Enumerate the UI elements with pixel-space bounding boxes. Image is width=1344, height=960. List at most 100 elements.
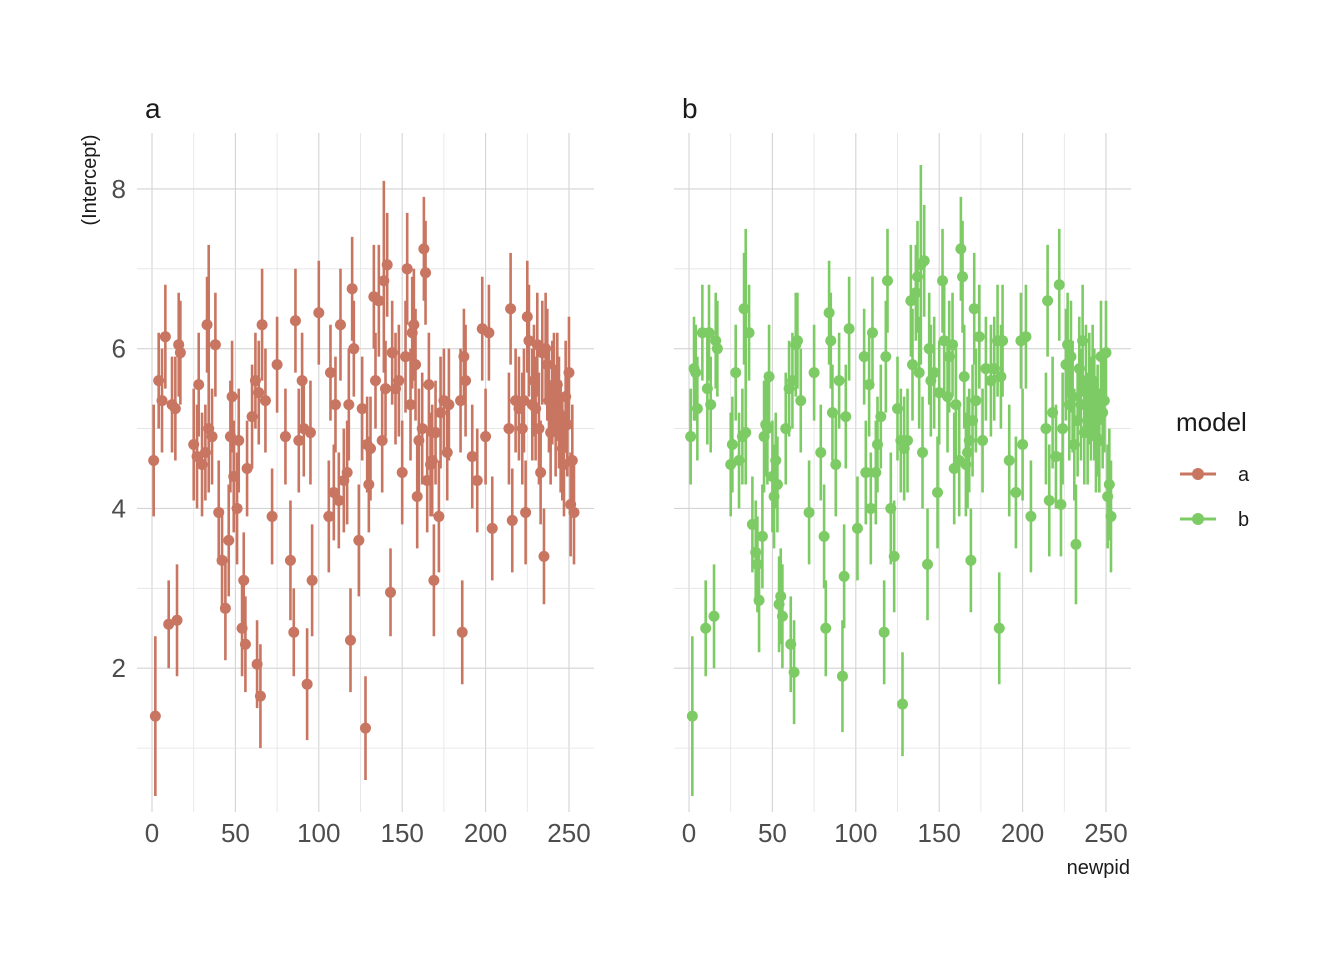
point-a xyxy=(443,399,455,411)
point-a xyxy=(385,586,397,598)
point-b xyxy=(753,594,765,606)
point-b xyxy=(977,435,989,447)
point-a xyxy=(346,283,358,295)
x-tick-label: 150 xyxy=(917,818,960,848)
point-a xyxy=(174,347,186,359)
x-tick-label: 0 xyxy=(682,818,696,848)
point-b xyxy=(907,359,919,371)
point-a xyxy=(191,451,203,463)
point-a xyxy=(259,395,271,407)
panel-b-x-tick-labels: 0 50 100 150 200 250 xyxy=(682,818,1128,848)
point-b xyxy=(913,367,925,379)
point-b xyxy=(968,303,980,315)
point-a xyxy=(360,722,371,734)
point-a xyxy=(293,435,305,447)
point-b xyxy=(1050,451,1062,463)
facet-title-b: b xyxy=(682,93,698,124)
x-tick-label: 100 xyxy=(834,818,877,848)
point-b xyxy=(980,363,992,375)
point-a xyxy=(486,522,498,534)
point-a xyxy=(376,435,388,447)
point-a xyxy=(266,510,278,522)
point-b xyxy=(820,622,832,634)
point-b xyxy=(997,335,1009,347)
point-a xyxy=(148,455,160,467)
point-a xyxy=(535,467,547,478)
point-b xyxy=(770,455,782,467)
point-b xyxy=(840,411,852,423)
point-b xyxy=(905,295,917,307)
point-a xyxy=(418,243,430,255)
point-b xyxy=(917,447,929,459)
point-a xyxy=(239,638,251,650)
point-b xyxy=(1025,510,1037,522)
point-a xyxy=(460,375,472,387)
point-b xyxy=(880,351,892,363)
point-a xyxy=(323,510,335,522)
legend-key-point-b xyxy=(1192,513,1204,525)
point-b xyxy=(1065,351,1077,363)
facet-panel-a: 2 4 6 8 0 50 100 150 200 250 a xyxy=(112,93,594,848)
point-a xyxy=(466,451,478,463)
panel-b-marks xyxy=(685,164,1117,797)
point-a xyxy=(206,431,218,443)
point-b xyxy=(788,666,800,678)
point-b xyxy=(958,371,970,383)
point-a xyxy=(516,423,528,435)
point-b xyxy=(1055,498,1067,510)
point-b xyxy=(866,327,878,339)
point-b xyxy=(705,399,717,411)
point-a xyxy=(370,375,382,387)
point-b xyxy=(948,463,960,475)
point-a xyxy=(324,367,336,379)
point-a xyxy=(284,554,296,566)
point-b xyxy=(1053,279,1065,291)
point-a xyxy=(209,339,221,351)
point-a xyxy=(304,427,316,439)
point-a xyxy=(254,690,266,702)
point-b xyxy=(836,670,848,682)
point-b xyxy=(858,351,870,363)
point-b xyxy=(1010,486,1022,498)
point-a xyxy=(288,626,300,638)
y-tick-label: 6 xyxy=(112,334,126,364)
point-a xyxy=(506,514,518,526)
legend-label-a: a xyxy=(1238,464,1250,486)
point-a xyxy=(241,463,253,475)
point-a xyxy=(256,319,268,331)
point-a xyxy=(344,634,356,646)
point-b xyxy=(690,367,702,379)
point-a xyxy=(401,263,413,275)
point-a xyxy=(193,379,205,391)
point-b xyxy=(1100,347,1112,359)
point-b xyxy=(685,431,697,443)
point-b xyxy=(947,339,959,351)
point-b xyxy=(902,435,914,447)
point-a xyxy=(416,423,428,435)
point-b xyxy=(691,403,703,415)
point-b xyxy=(1097,407,1109,419)
point-b xyxy=(897,698,908,710)
point-a xyxy=(538,550,550,562)
point-a xyxy=(348,343,360,355)
point-a xyxy=(159,331,171,343)
point-b xyxy=(815,447,827,459)
point-a xyxy=(441,447,453,459)
point-b xyxy=(875,411,887,423)
point-b xyxy=(775,590,787,602)
facet-title-a: a xyxy=(145,93,161,124)
point-b xyxy=(1043,494,1055,506)
point-a xyxy=(518,395,530,407)
point-b xyxy=(730,367,742,379)
point-b xyxy=(1098,395,1110,407)
point-a xyxy=(271,359,283,371)
point-b xyxy=(995,371,1007,383)
point-b xyxy=(825,335,837,347)
point-b xyxy=(933,387,945,399)
point-a xyxy=(333,494,345,506)
legend-title: model xyxy=(1176,407,1247,437)
point-a xyxy=(410,359,422,371)
point-b xyxy=(970,395,982,407)
point-a xyxy=(238,574,250,586)
